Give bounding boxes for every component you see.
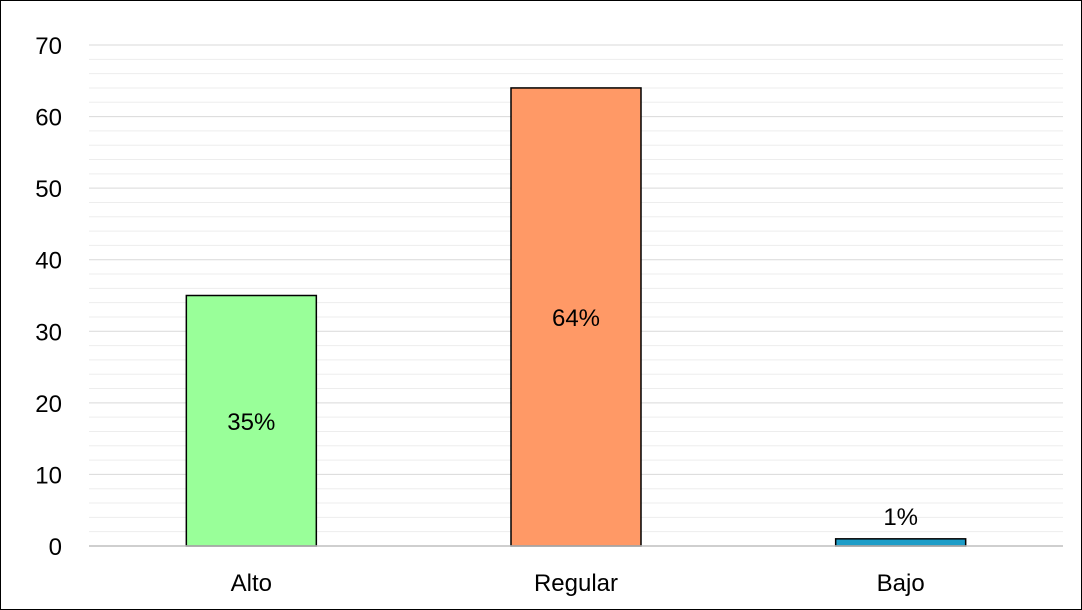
- y-tick-label: 50: [35, 176, 62, 203]
- y-tick-label: 30: [35, 319, 62, 346]
- x-tick-label: Bajo: [877, 570, 925, 597]
- y-tick-label: 40: [35, 248, 62, 275]
- y-tick-label: 10: [35, 462, 62, 489]
- bars: [185, 87, 967, 547]
- data-label-regular: 64%: [552, 305, 600, 332]
- data-labels: 35% 64% 1%: [227, 305, 918, 531]
- x-tick-label: Regular: [534, 570, 618, 597]
- bar-alto: [185, 294, 318, 547]
- y-tick-label: 60: [35, 105, 62, 132]
- y-tick-label: 70: [35, 33, 62, 60]
- x-tick-label: Alto: [231, 570, 272, 597]
- y-tick-label: 20: [35, 391, 62, 418]
- bar-bajo: [834, 538, 967, 547]
- data-label-alto: 35%: [227, 409, 275, 436]
- y-tick-label: 0: [49, 534, 62, 561]
- bar-regular: [510, 87, 642, 547]
- x-axis: Alto Regular Bajo: [89, 545, 1063, 597]
- y-axis: 0 10 20 30 40 50 60 70: [35, 33, 62, 561]
- data-label-bajo: 1%: [883, 504, 918, 531]
